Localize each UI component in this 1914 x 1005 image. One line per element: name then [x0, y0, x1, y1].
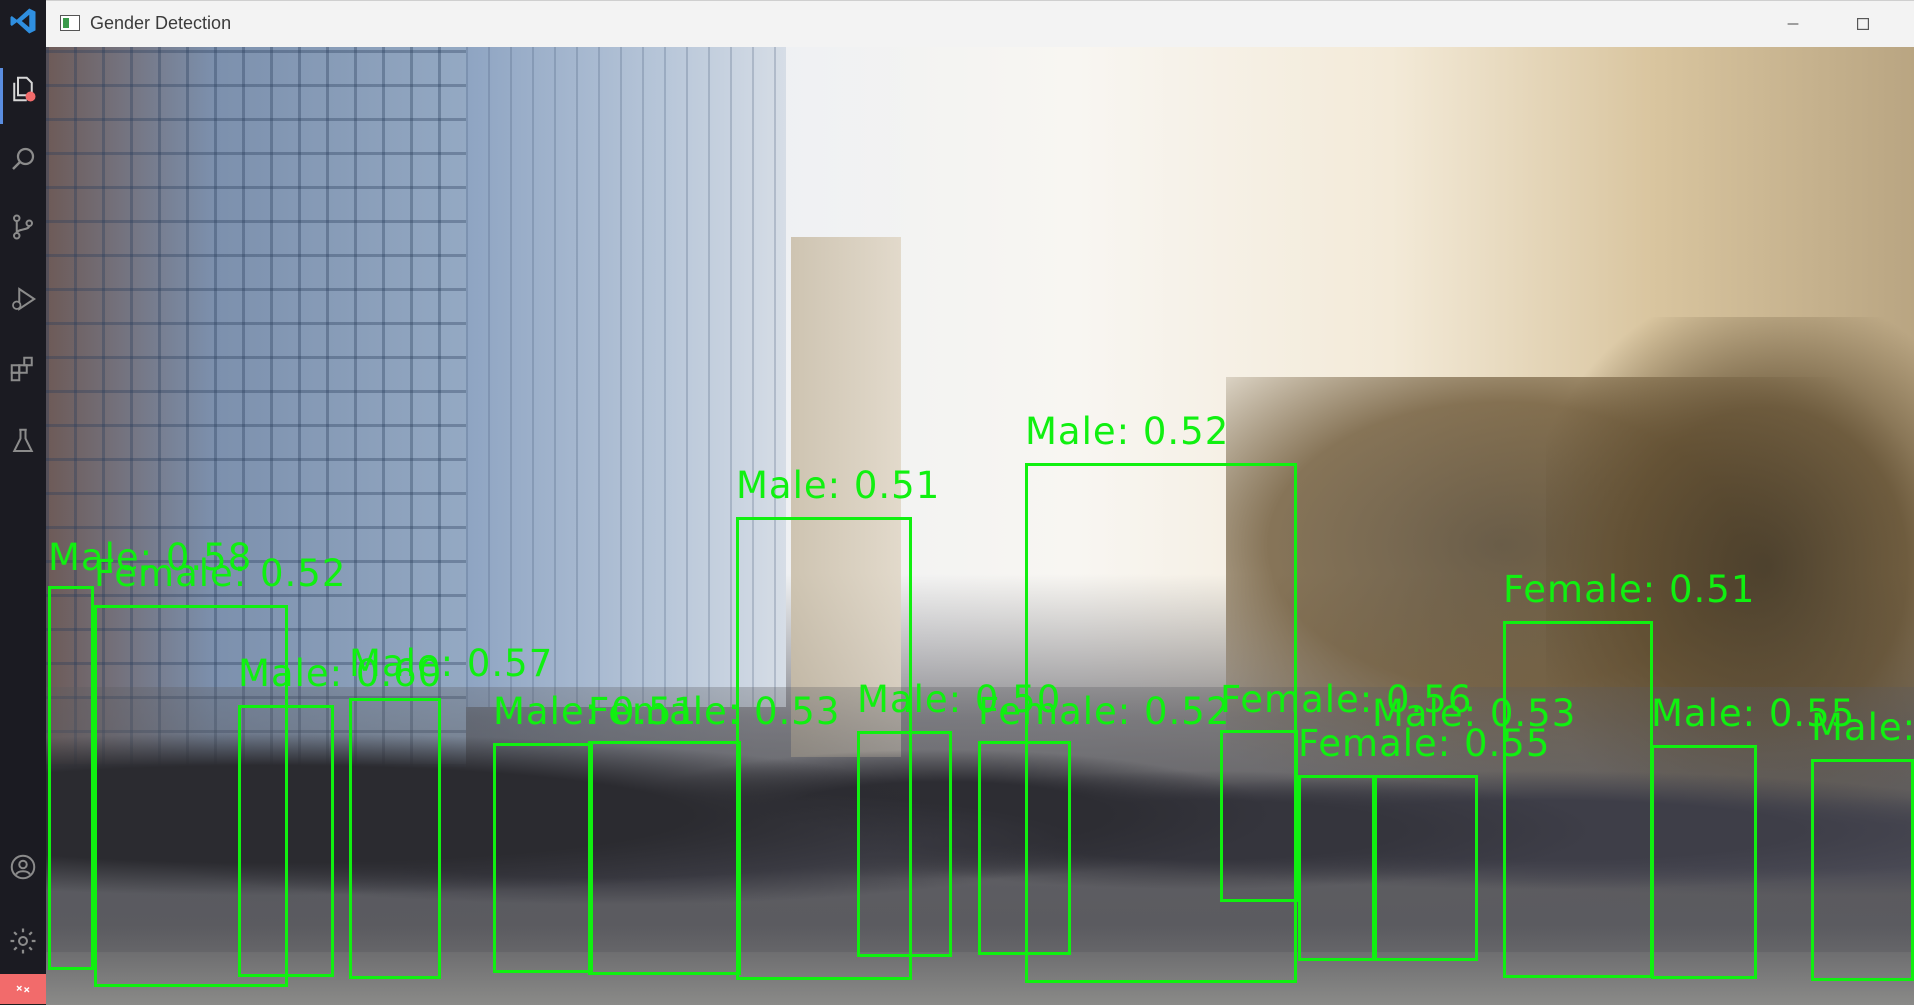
detection-label: Female: 0.52: [94, 552, 347, 595]
detection-box: [238, 705, 334, 977]
detection-label: Male: 0.58: [48, 536, 253, 579]
window-titlebar[interactable]: Gender Detection: [46, 1, 1914, 48]
gender-detection-window: Gender Detection Male: 0.58: [46, 0, 1914, 1005]
window-title: Gender Detection: [90, 13, 232, 33]
activity-bar: [0, 0, 46, 1004]
minimize-button[interactable]: [1780, 11, 1806, 37]
search-icon[interactable]: [6, 142, 40, 176]
maximize-icon: [1857, 18, 1869, 30]
explorer-icon[interactable]: [6, 72, 40, 106]
building-left: [46, 47, 466, 767]
video-frame: Male: 0.58 Female: 0.52 Male: 0.60 Male:…: [46, 47, 1914, 1005]
detection-label: Male: 0.53: [1372, 692, 1577, 735]
detection-box: [857, 731, 952, 957]
app-icon: [60, 15, 80, 31]
remote-indicator-button[interactable]: [0, 974, 46, 1004]
detection-box: [48, 586, 94, 970]
source-control-icon[interactable]: [6, 210, 40, 244]
detection-box: [1651, 745, 1757, 979]
detection-box: [1503, 621, 1653, 978]
detection-label: Female: 0.52: [978, 690, 1231, 733]
detection-label: Male: 0.50: [857, 678, 1062, 721]
detection-box: [94, 605, 288, 987]
detection-box: [493, 743, 593, 973]
run-debug-icon[interactable]: [6, 282, 40, 316]
active-indicator: [0, 68, 3, 124]
detection-box: [1811, 759, 1914, 981]
detection-label: Male:: [1811, 706, 1914, 749]
building-glass: [466, 47, 786, 707]
detection-label: Male: 0.60: [238, 652, 443, 695]
detection-label: Male: 0.52: [1025, 410, 1230, 453]
maximize-button[interactable]: [1850, 11, 1876, 37]
detection-box: [349, 698, 441, 979]
detection-label: Male: 0.51: [736, 464, 941, 507]
testing-icon[interactable]: [6, 424, 40, 458]
detection-box: [1298, 775, 1377, 961]
detection-box: [1372, 775, 1478, 961]
minimize-icon: [1787, 23, 1799, 25]
detection-box: [736, 517, 912, 980]
detection-label: Male: 0.51: [493, 690, 698, 733]
detection-box: [978, 741, 1071, 955]
accounts-icon[interactable]: [6, 850, 40, 884]
manage-gear-icon[interactable]: [6, 924, 40, 958]
extensions-icon[interactable]: [6, 352, 40, 386]
vscode-logo-icon: [6, 4, 40, 38]
detection-label: Male: 0.55: [1651, 692, 1856, 735]
detection-box: [1025, 463, 1297, 983]
detection-label: Female: 0.56: [1220, 678, 1473, 721]
detection-label: Female: 0.51: [1503, 568, 1756, 611]
detection-box: [588, 741, 741, 975]
detection-label: Female: 0.53: [588, 690, 841, 733]
detection-label: Male: 0.57: [349, 642, 554, 685]
detection-label: Female: 0.55: [1298, 722, 1551, 765]
remote-icon: [16, 985, 30, 993]
building-distant: [791, 237, 901, 757]
detection-box: [1220, 730, 1298, 902]
